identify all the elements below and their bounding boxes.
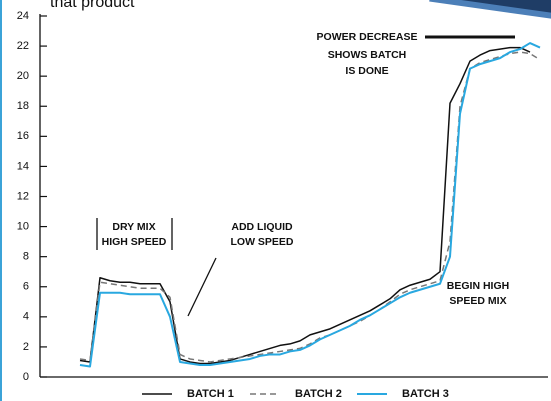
y-tick-label: 8: [23, 251, 29, 263]
annotation: LOW SPEED: [230, 236, 293, 248]
legend-label: BATCH 1: [187, 388, 234, 400]
annotation: DRY MIX: [112, 221, 155, 233]
y-tick-label: 22: [17, 40, 29, 52]
annotation: POWER DECREASE: [317, 31, 418, 43]
annotation: SHOWS BATCH: [328, 49, 407, 61]
y-tick-label: 2: [23, 341, 29, 353]
annotation: ADD LIQUID: [231, 221, 293, 233]
y-tick-label: 18: [17, 100, 29, 112]
y-tick-label: 12: [17, 190, 29, 202]
y-tick-label: 20: [17, 70, 29, 82]
background: [0, 0, 551, 401]
y-tick-label: 14: [17, 160, 29, 172]
chart: that product 024681012141618202224DRY MI…: [0, 0, 551, 401]
y-tick-label: 10: [17, 220, 29, 232]
y-tick-label: 6: [23, 281, 29, 293]
y-tick-label: 4: [23, 311, 29, 323]
text-fragment: that product: [50, 0, 135, 11]
y-tick-label: 0: [23, 371, 29, 383]
annotation: IS DONE: [345, 65, 388, 77]
annotation: SPEED MIX: [449, 295, 506, 307]
legend-label: BATCH 2: [295, 388, 342, 400]
y-tick-label: 24: [17, 10, 29, 22]
y-tick-label: 16: [17, 130, 29, 142]
annotation: BEGIN HIGH: [447, 280, 509, 292]
annotation: HIGH SPEED: [102, 236, 167, 248]
legend-label: BATCH 3: [402, 388, 449, 400]
